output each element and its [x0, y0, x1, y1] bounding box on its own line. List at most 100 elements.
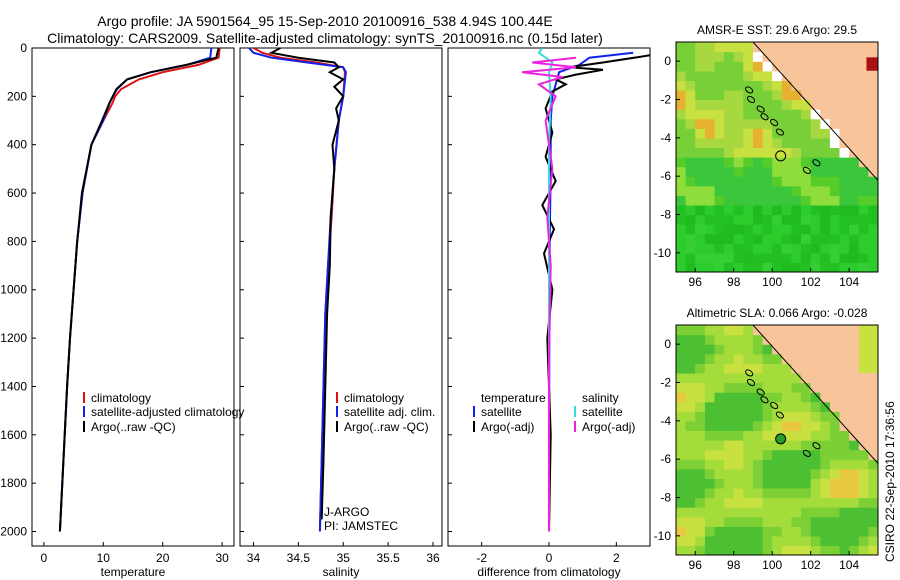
map-cell	[676, 430, 687, 441]
sst-hot-cell	[866, 57, 878, 71]
map-cell	[685, 204, 696, 216]
map-cell	[714, 118, 725, 129]
map-cell	[704, 204, 716, 216]
map-cell	[791, 420, 802, 431]
map-cell	[685, 185, 696, 196]
map-cell	[849, 459, 860, 470]
map-cell	[714, 109, 725, 120]
map-cell	[733, 262, 744, 272]
map-cell	[820, 459, 831, 470]
map-cell	[695, 353, 706, 364]
map-cell	[820, 51, 831, 62]
map-cell	[762, 420, 773, 431]
map-cell	[724, 468, 735, 479]
map-cell	[791, 214, 802, 225]
map-cell	[829, 507, 841, 518]
map-cell	[839, 99, 850, 110]
map-cell	[849, 70, 860, 81]
map-cell	[781, 51, 792, 62]
map-cell	[829, 262, 841, 272]
map-cell	[781, 507, 792, 518]
map-cell	[801, 507, 812, 518]
map-cell	[868, 478, 878, 489]
map-cell	[810, 363, 821, 374]
map-cell	[714, 353, 725, 364]
map-cell	[753, 497, 764, 508]
map-cell	[829, 526, 841, 537]
map-cell	[714, 51, 725, 62]
map-cell	[753, 252, 764, 263]
map-cell	[858, 430, 869, 441]
map-cell	[733, 487, 744, 499]
map-cell	[868, 252, 878, 263]
map-cell	[753, 137, 764, 148]
map-cell	[791, 382, 802, 393]
map-cell	[733, 166, 744, 177]
map-cell	[820, 440, 831, 451]
map-cell	[791, 176, 802, 187]
map-cell	[762, 214, 773, 225]
map-cell	[849, 526, 860, 537]
map-cell	[685, 363, 696, 374]
map-cell	[753, 224, 764, 235]
map-cell	[724, 137, 735, 148]
map-cell	[849, 478, 860, 489]
map-cell	[829, 363, 841, 374]
temperature-panel-ytick-label: 1600	[0, 428, 27, 442]
map-cell	[733, 545, 744, 555]
map-cell	[868, 545, 878, 555]
map-cell	[676, 363, 687, 374]
map-cell	[810, 459, 821, 470]
map-cell	[820, 252, 831, 263]
series-line-argo-raw-qc-	[58, 48, 220, 532]
map-cell	[858, 80, 869, 91]
map-cell	[858, 372, 869, 384]
map-cell	[820, 109, 831, 120]
map-cell	[704, 440, 716, 451]
map-cell	[868, 516, 878, 527]
map-cell	[829, 61, 841, 72]
map-cell	[733, 420, 744, 431]
map-cell	[801, 411, 812, 422]
map-cell	[829, 516, 841, 527]
map-cell	[810, 51, 821, 62]
map-cell	[714, 204, 725, 216]
map-cell	[714, 166, 725, 177]
map-cell	[801, 487, 812, 499]
map-cell	[704, 526, 716, 537]
map-cell	[791, 478, 802, 489]
map-cell	[849, 214, 860, 225]
map-cell	[858, 118, 869, 129]
temperature-panel-ytick-label: 0	[20, 41, 27, 55]
map-cell	[743, 449, 754, 460]
map-cell	[743, 353, 754, 364]
map-cell	[704, 147, 716, 158]
map-cell	[849, 507, 860, 518]
map-cell	[762, 497, 773, 508]
map-cell	[839, 70, 850, 81]
map-cell	[685, 487, 696, 499]
difference-panel-xtick-label: 0	[546, 551, 553, 565]
map-cell	[685, 353, 696, 364]
map-cell	[714, 233, 725, 244]
map-cell	[762, 252, 773, 263]
map-cell	[810, 411, 821, 422]
map-cell	[724, 411, 735, 422]
map-cell	[868, 80, 878, 91]
map-cell	[724, 497, 735, 508]
map-cell	[762, 392, 773, 403]
map-cell	[743, 51, 754, 62]
map-cell	[743, 382, 754, 393]
map-cell	[704, 233, 716, 244]
map-cell	[772, 507, 783, 518]
map-cell	[801, 109, 812, 120]
map-cell	[868, 176, 878, 187]
sst-map-xtick-label: 96	[689, 275, 703, 289]
map-cell	[676, 459, 687, 470]
map-cell	[724, 535, 735, 546]
map-cell	[858, 392, 869, 403]
map-cell	[676, 233, 687, 244]
map-cell	[743, 420, 754, 431]
map-cell	[868, 430, 878, 441]
